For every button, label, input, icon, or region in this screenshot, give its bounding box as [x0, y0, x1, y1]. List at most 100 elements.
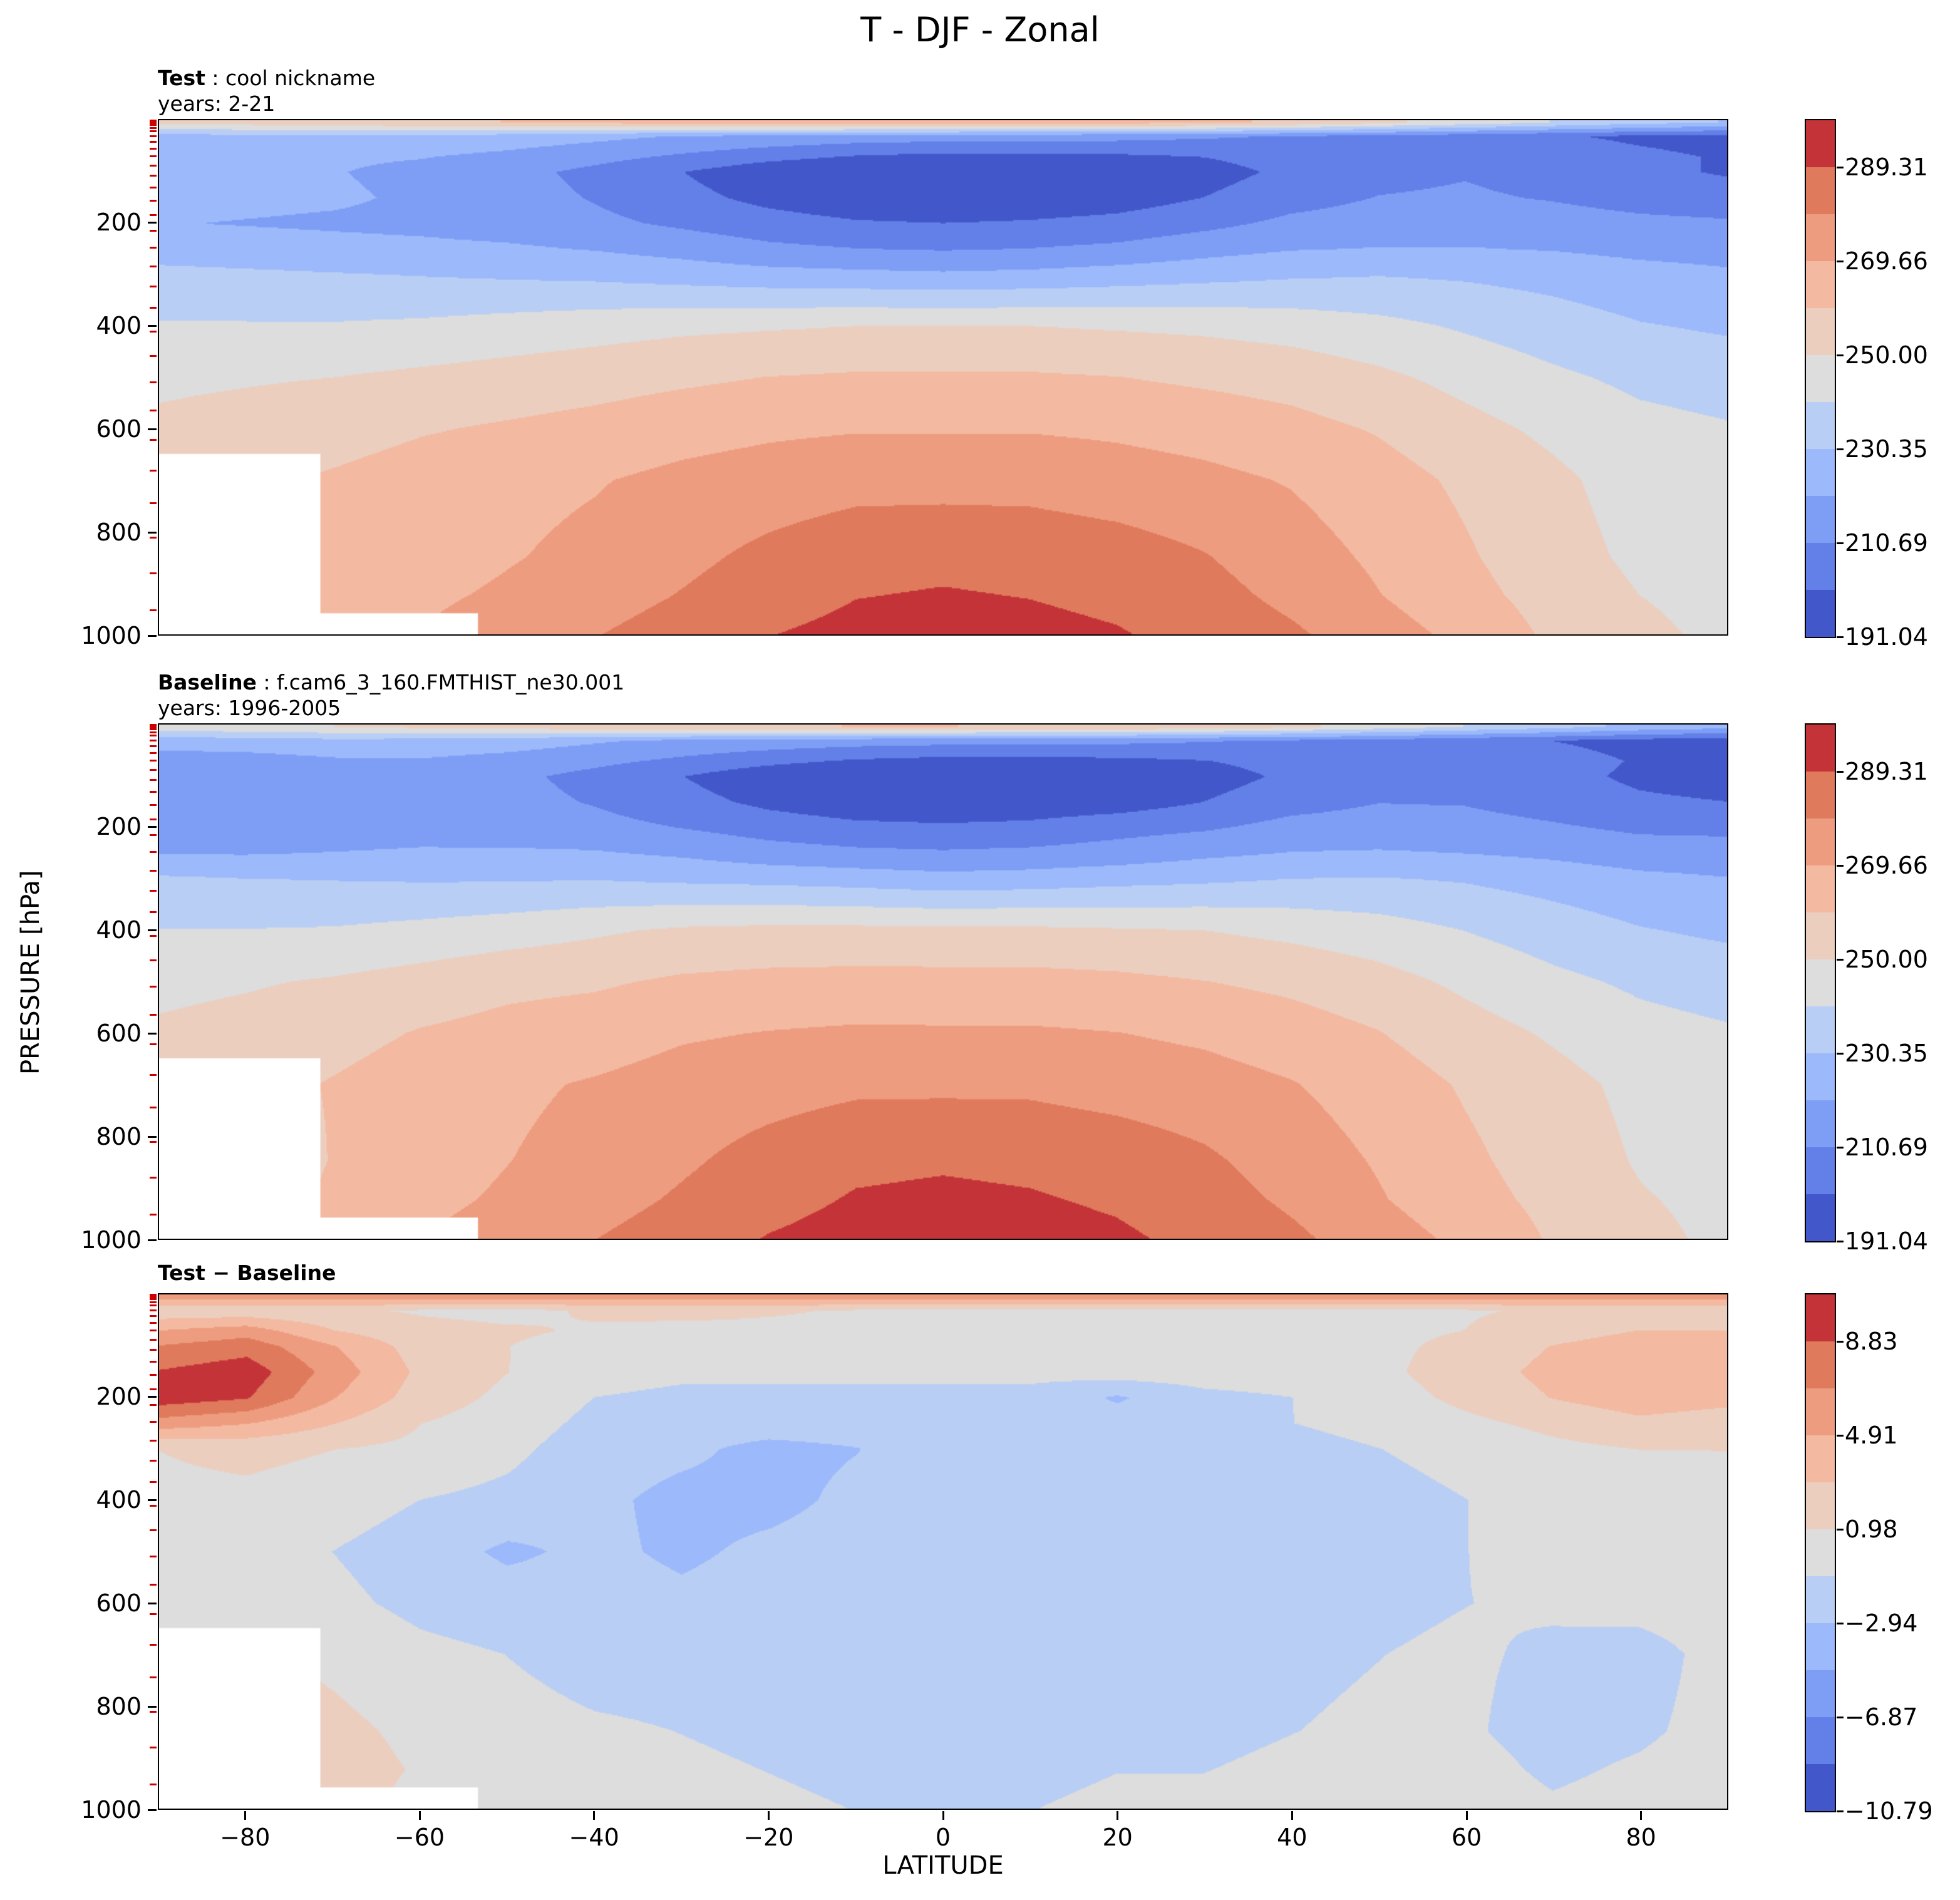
y-axis-tick-label: 200: [96, 1383, 142, 1410]
panel-heading-baseline-rest: : f.cam6_3_160.FMTHIST_ne30.001: [256, 670, 625, 694]
model-level-tick: [150, 1746, 157, 1748]
model-level-tick: [150, 959, 157, 962]
colorbar-segment: [1806, 543, 1835, 590]
colorbar-tick: [1837, 864, 1844, 867]
model-level-tick: [150, 119, 157, 121]
colorbar-tick: [1837, 958, 1844, 961]
y-axis-tick-label: 800: [96, 519, 142, 546]
x-axis-tick-label: −80: [220, 1824, 271, 1851]
model-level-tick: [150, 1214, 157, 1216]
colorbar-segment: [1806, 772, 1835, 818]
model-level-tick: [150, 1403, 157, 1406]
y-axis-tick-label: 400: [96, 916, 142, 944]
y-axis-tick: [148, 1395, 157, 1398]
colorbar-tick: [1837, 1240, 1844, 1242]
colorbar-tick-label: 191.04: [1845, 1227, 1928, 1255]
model-level-tick: [150, 834, 157, 836]
model-level-tick: [150, 850, 157, 853]
colorbar-segment: [1806, 1194, 1835, 1241]
panel-test-plot: [158, 119, 1728, 636]
x-axis-tick: [1465, 1811, 1468, 1820]
model-level-tick: [150, 768, 157, 771]
y-axis-tick: [148, 825, 157, 828]
y-axis-tick-label: 400: [96, 1486, 142, 1514]
panel-heading-baseline-line: Baseline : f.cam6_3_160.FMTHIST_ne30.001: [158, 669, 624, 695]
model-level-tick: [150, 1613, 157, 1615]
model-level-tick: [150, 199, 157, 202]
model-level-tick: [150, 1107, 157, 1109]
x-axis-tick-label: 20: [1102, 1824, 1133, 1851]
colorbar-segment: [1806, 449, 1835, 496]
colorbar-segment: [1806, 959, 1835, 1006]
colorbar-tick: [1837, 1146, 1844, 1149]
colorbar-segment: [1806, 912, 1835, 959]
model-level-tick: [150, 246, 157, 249]
model-level-tick: [150, 307, 157, 309]
colorbar-tick: [1837, 1622, 1844, 1624]
y-axis-tick-label: 600: [96, 415, 142, 443]
panel-baseline-canvas: [159, 725, 1727, 1239]
panel-subtitle-baseline: years: 1996-2005: [158, 696, 341, 720]
panel-subtitle-test: years: 2-21: [158, 91, 276, 116]
colorbar-segment: [1806, 1435, 1835, 1482]
x-axis-tick: [1117, 1811, 1119, 1820]
colorbar-segment: [1806, 1670, 1835, 1717]
panel-heading-difference-line: Test − Baseline: [158, 1260, 336, 1286]
model-level-tick: [150, 1644, 157, 1646]
x-axis-tick: [1640, 1811, 1643, 1820]
model-level-tick: [150, 330, 157, 333]
colorbar-segment: [1806, 1388, 1835, 1435]
colorbar-tick-label: 250.00: [1845, 946, 1928, 973]
model-level-tick: [150, 1373, 157, 1376]
y-axis-tick-label: 800: [96, 1123, 142, 1150]
colorbar-tick: [1837, 1716, 1844, 1718]
model-level-tick: [150, 285, 157, 287]
model-level-tick: [150, 986, 157, 988]
model-level-tick: [150, 1294, 157, 1297]
colorbar-tick: [1837, 354, 1844, 356]
model-level-tick: [150, 726, 157, 729]
model-level-tick: [150, 1439, 157, 1442]
model-level-tick: [150, 214, 157, 216]
colorbar-tick-label: −10.79: [1845, 1797, 1933, 1825]
model-level-tick: [150, 122, 157, 125]
model-level-tick: [150, 1388, 157, 1390]
colorbar-segment: [1806, 865, 1835, 912]
panel-heading-test: Test : cool nickname years: 2-21: [158, 65, 375, 116]
colorbar-tick: [1837, 1052, 1844, 1055]
colorbar-tick-label: 0.98: [1845, 1515, 1898, 1543]
model-level-tick: [150, 1043, 157, 1045]
model-level-tick: [150, 779, 157, 782]
y-axis-tick-label: 400: [96, 312, 142, 339]
model-level-tick: [150, 803, 157, 806]
colorbar-segment: [1806, 308, 1835, 355]
colorbar-tick-label: 191.04: [1845, 623, 1928, 651]
colorbar-segment: [1806, 1717, 1835, 1764]
model-level-tick: [150, 739, 157, 741]
colorbar-segment: [1806, 1623, 1835, 1670]
x-axis-label: LATITUDE: [882, 1851, 1004, 1880]
x-axis-tick-label: −60: [394, 1824, 445, 1851]
figure-title: T - DJF - Zonal: [860, 10, 1100, 49]
model-level-tick: [150, 1304, 157, 1307]
y-axis-tick: [148, 1239, 157, 1241]
y-axis-tick-label: 1000: [81, 1796, 142, 1824]
panel-heading-test-rest: : cool nickname: [205, 66, 376, 90]
x-axis-tick-label: 40: [1277, 1824, 1308, 1851]
x-axis-tick-label: −40: [569, 1824, 619, 1851]
y-axis-tick-label: 600: [96, 1020, 142, 1047]
colorbar-tick-label: 210.69: [1845, 529, 1928, 557]
model-level-tick: [150, 381, 157, 384]
y-axis-tick-label: 200: [96, 209, 142, 236]
model-level-tick: [150, 934, 157, 937]
model-level-tick: [150, 1676, 157, 1679]
y-axis-tick: [148, 929, 157, 931]
model-level-tick: [150, 438, 157, 441]
y-axis-tick: [148, 1032, 157, 1035]
colorbar-segment: [1806, 818, 1835, 865]
model-level-tick: [150, 126, 157, 129]
colorbar-tick-label: 269.66: [1845, 852, 1928, 879]
y-axis-label: PRESSURE [hPa]: [16, 870, 45, 1075]
x-axis-tick-label: 60: [1451, 1824, 1482, 1851]
